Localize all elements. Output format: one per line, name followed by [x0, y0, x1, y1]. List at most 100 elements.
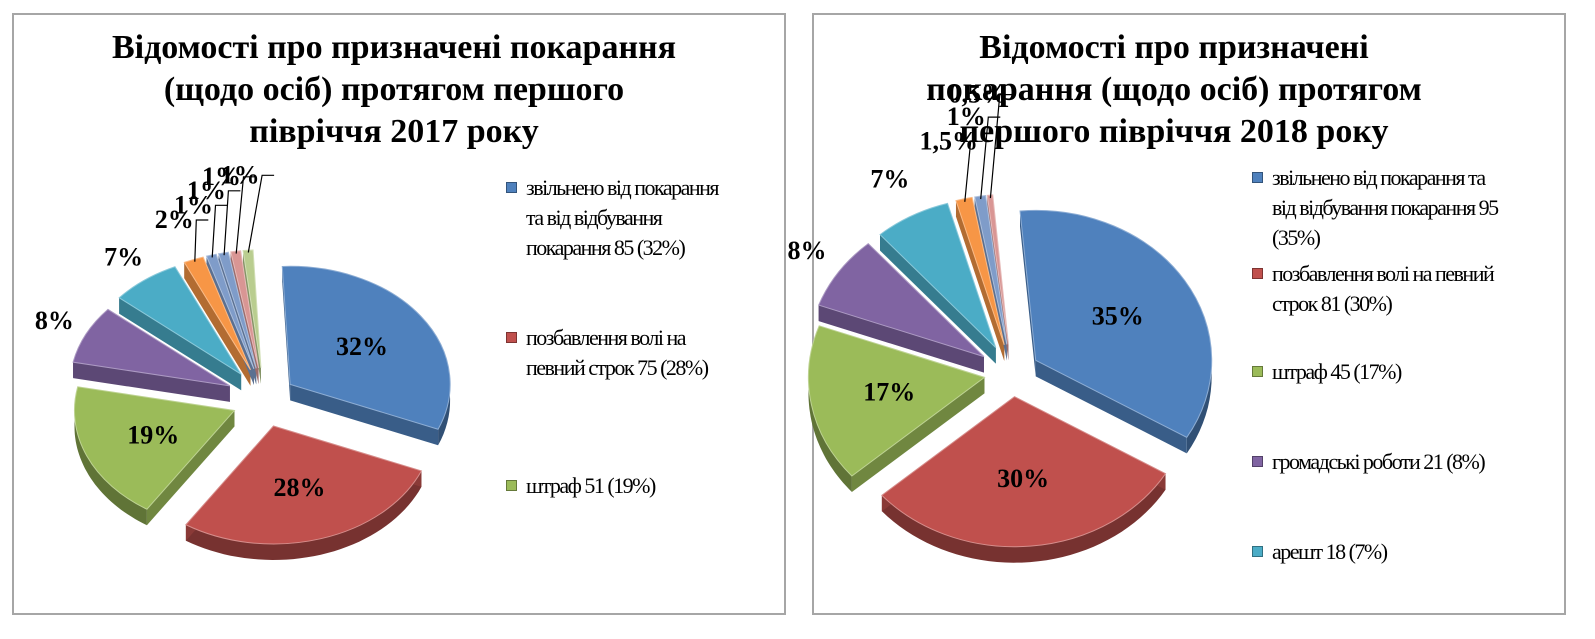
- pie-tops: [807, 194, 1213, 548]
- pie-slice-side: [185, 470, 422, 560]
- chart-title-line: півріччя 2017 року: [249, 113, 539, 150]
- chart-title-line: (щодо осіб) протягом першого: [163, 71, 625, 108]
- chart-panel-2017: Відомості про призначені покарання (щодо…: [12, 13, 786, 615]
- data-label: 7%: [104, 242, 143, 271]
- pie-slice-side: [74, 386, 147, 526]
- pie-slice: [986, 194, 1009, 345]
- pie-slice-side: [146, 410, 235, 526]
- data-label: 30%: [997, 464, 1049, 493]
- data-label: 32%: [336, 332, 388, 361]
- legend-swatch: [1252, 172, 1263, 183]
- legend-label: позбавлення волі на певний строк 75 (28%): [526, 323, 709, 383]
- leader-line: [194, 219, 209, 262]
- pie-slice-side: [73, 362, 230, 402]
- pie-slice: [73, 386, 236, 510]
- pie-slice: [955, 196, 1005, 346]
- legend-label: звільнено від покарання та від відбування…: [526, 173, 720, 263]
- data-label: 0,5%: [949, 80, 1008, 109]
- leader-line: [989, 93, 1012, 199]
- legend-swatch: [1252, 456, 1263, 467]
- legend-label-line: (35%): [1272, 225, 1321, 250]
- legend-label: позбавлення волі на певний строк 81 (30%): [1272, 259, 1495, 319]
- pie-slice: [974, 194, 1008, 345]
- pie-slice: [1019, 209, 1213, 438]
- chart-title-line: Відомості про призначені: [979, 29, 1369, 66]
- data-label: 28%: [274, 473, 326, 502]
- legend-label-line: громадські роботи 21 (8%): [1272, 449, 1486, 474]
- legend-label: штраф 51 (19%): [526, 471, 656, 501]
- data-label: 1%: [947, 102, 986, 131]
- pie-slice: [881, 396, 1167, 548]
- pie-slice-side: [808, 325, 852, 492]
- pie-slice: [72, 308, 231, 387]
- legend-swatch: [506, 332, 517, 343]
- data-label: 35%: [1092, 302, 1144, 331]
- chart-title-line: першого півріччя 2018 року: [959, 113, 1389, 150]
- leader-line: [223, 190, 241, 256]
- pie-slice-side: [243, 250, 261, 384]
- legend-label: арешт 18 (7%): [1272, 537, 1388, 567]
- data-label: 19%: [127, 420, 179, 449]
- pie-slice-side: [184, 262, 251, 386]
- pie-chart: 32%28%19%8%7%2%1%1%1%1%: [35, 160, 451, 560]
- data-label: 2%: [155, 205, 194, 234]
- data-label: 8%: [788, 236, 827, 265]
- pie-slice: [818, 242, 985, 358]
- data-label: 1,5%: [919, 126, 978, 155]
- legend-swatch: [1252, 366, 1263, 377]
- pie-slice: [183, 256, 251, 371]
- legend-label: звільнено від покарання та від відбування…: [1272, 163, 1499, 253]
- pie-labels: 32%28%19%8%7%2%1%1%1%1%: [35, 160, 388, 502]
- pie-slice: [230, 250, 260, 369]
- data-label: 1%: [221, 160, 260, 189]
- pie-slice: [217, 251, 257, 369]
- pie-slice-side: [1035, 360, 1187, 454]
- legend-label-line: певний строк 75 (28%): [526, 355, 709, 380]
- chart-legend: звільнено від покарання та від відбування…: [1252, 163, 1552, 564]
- leader-line: [980, 116, 1001, 200]
- pie-tops: [72, 249, 451, 545]
- pie-slice-side: [955, 200, 1005, 361]
- legend-label-line: та від відбування: [526, 205, 663, 230]
- chart-title-line: покарання (щодо осіб) протягом: [926, 71, 1422, 108]
- pie-slice: [807, 325, 986, 477]
- pie-slice: [242, 249, 262, 368]
- pie-slice: [118, 266, 242, 375]
- legend-swatch: [1252, 268, 1263, 279]
- legend-label-line: звільнено від покарання: [526, 175, 720, 200]
- pie-slice-side: [818, 305, 984, 373]
- leader-line: [964, 140, 983, 202]
- legend-label: штраф 45 (17%): [1272, 357, 1402, 387]
- legend-label-line: покарання 85 (32%): [526, 235, 686, 260]
- pie-slice: [879, 202, 997, 348]
- legend-swatch: [506, 182, 517, 193]
- legend-label-line: позбавлення волі на: [526, 325, 687, 350]
- pie-slice-side: [880, 234, 996, 364]
- pie-slice-side: [290, 384, 439, 446]
- legend-label-line: арешт 18 (7%): [1272, 539, 1388, 564]
- pie-slice: [205, 253, 255, 370]
- chart-title-line: Відомості про призначені покарання: [111, 29, 677, 66]
- leader-line: [211, 204, 228, 258]
- legend-swatch: [1252, 546, 1263, 557]
- pie-slice: [185, 425, 423, 545]
- legend-label-line: від відбування покарання 95: [1272, 195, 1499, 220]
- data-label: 1%: [187, 176, 226, 205]
- legend-label-line: звільнено від покарання та: [1272, 165, 1486, 190]
- leader-line: [247, 174, 275, 253]
- leader-line: [235, 176, 256, 254]
- pie-slice-side: [881, 473, 1166, 563]
- pie-slice: [281, 265, 451, 430]
- pie-chart: 35% 30% 17% 8% 7% 1,5%1%0,5%: [788, 80, 1213, 563]
- chart-panel-2018: Відомості про призначені покарання (щодо…: [788, 13, 1566, 615]
- chart-title: Відомості про призначені покарання (щодо…: [14, 27, 774, 153]
- legend-label: громадські роботи 21 (8%): [1272, 447, 1486, 477]
- pie-slice-side: [851, 377, 985, 492]
- chart-legend: звільнено від покарання та від відбування…: [506, 173, 776, 533]
- data-label: 17%: [863, 377, 915, 406]
- legend-label-line: штраф 45 (17%): [1272, 359, 1402, 384]
- data-label: 7%: [870, 165, 909, 194]
- pie-slice-side: [119, 297, 242, 391]
- legend-label-line: штраф 51 (19%): [526, 473, 656, 498]
- legend-label-line: позбавлення волі на певний: [1272, 261, 1495, 286]
